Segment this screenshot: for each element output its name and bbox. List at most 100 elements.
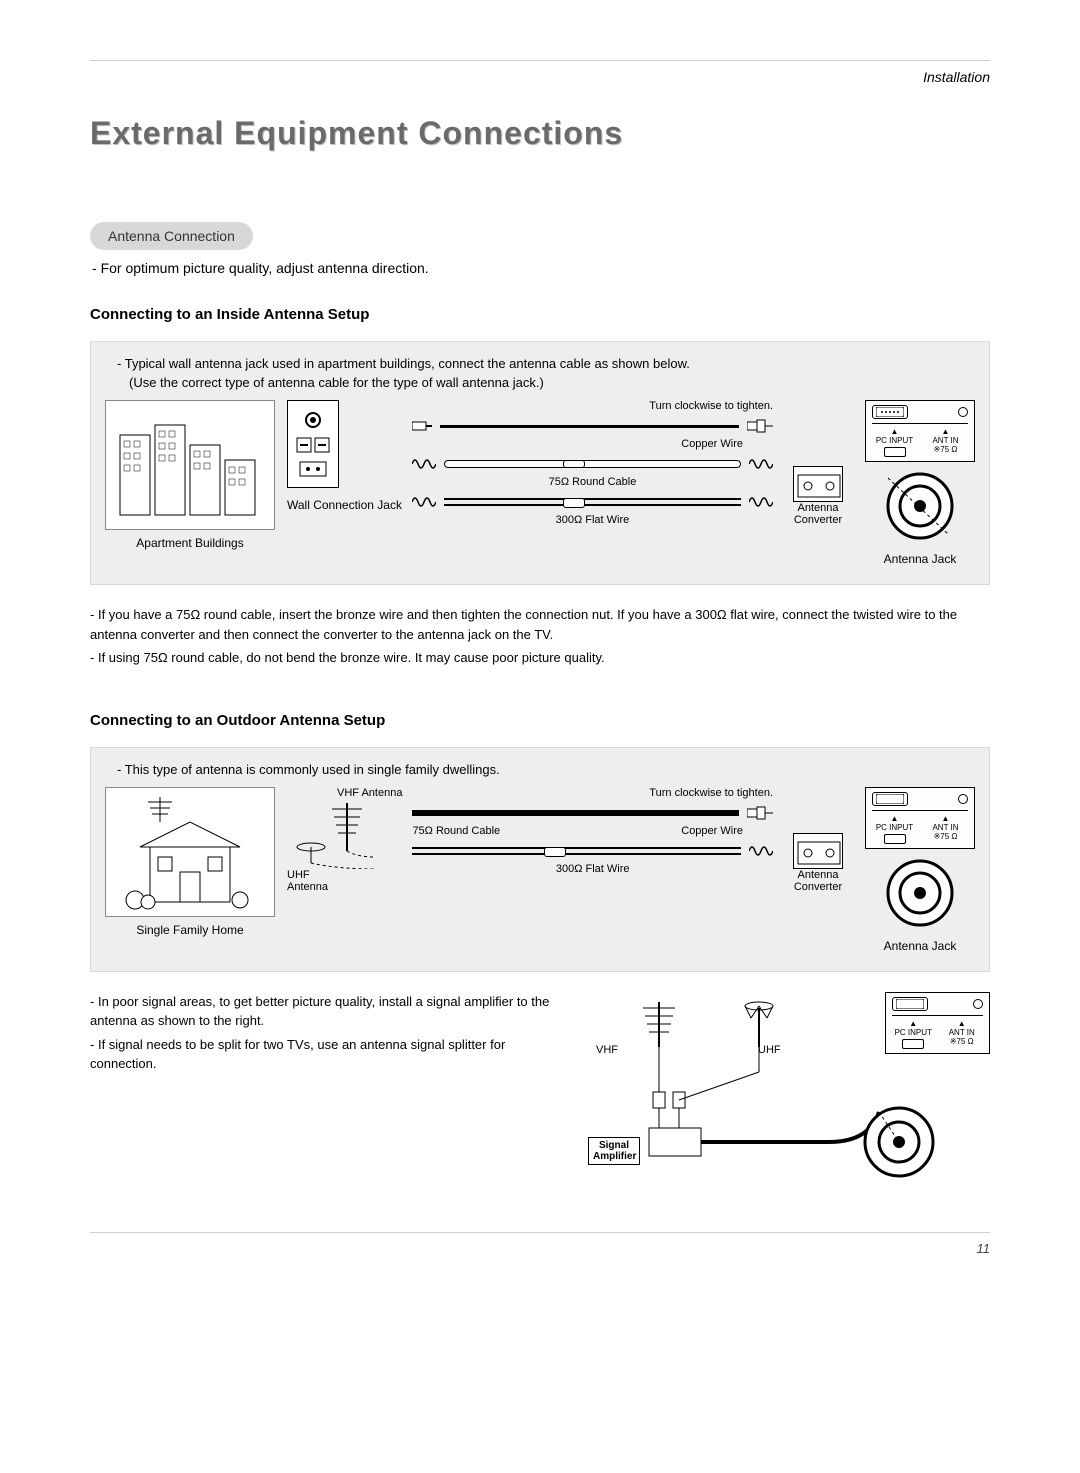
converter-illustration xyxy=(793,466,843,502)
cable-300 xyxy=(412,494,773,510)
coax-jack-icon xyxy=(298,411,328,429)
cables-stack: Turn clockwise to tighten. Copper Wire xyxy=(412,400,773,526)
spring3-right-icon xyxy=(749,843,773,859)
vga-icon-2 xyxy=(872,792,908,806)
ohm-label-3: ※75 Ω xyxy=(941,1037,984,1046)
section-badge: Antenna Connection xyxy=(90,222,253,250)
jack-panel-1: ▲ PC INPUT ▲ ANT IN ※75 Ω xyxy=(865,400,975,462)
house-caption: Single Family Home xyxy=(105,923,275,937)
triangle-icon-6: ▲ xyxy=(941,1019,984,1028)
amp-right: VHF UHF Signal Amplifier ▲ PC INPUT ▲ xyxy=(588,992,990,1192)
cable-top xyxy=(412,418,773,434)
ant-in-label-2: ANT IN xyxy=(923,823,968,832)
inside-note1: Typical wall antenna jack used in apartm… xyxy=(117,356,975,371)
pc-input-label-3: PC INPUT xyxy=(892,1028,935,1037)
screw-icon-2 xyxy=(958,794,968,804)
triangle-up2-icon: ▲ xyxy=(923,427,968,436)
cable-75-line xyxy=(444,460,741,468)
apartments-svg xyxy=(110,405,270,525)
outdoor-mid: VHF Antenna xyxy=(287,787,853,893)
amp-left: In poor signal areas, to get better pict… xyxy=(90,992,558,1078)
wall-jack-illustration xyxy=(287,400,339,488)
coax-detail-icon xyxy=(880,466,960,546)
cable-300-lug xyxy=(563,498,585,508)
inside-diagram: Apartment Buildings Wall Connection Jack xyxy=(105,400,975,566)
inside-after2: If using 75Ω round cable, do not bend th… xyxy=(90,648,990,668)
cable-top-line xyxy=(440,425,739,428)
inside-after1: If you have a 75Ω round cable, insert th… xyxy=(90,605,990,644)
label-300: 300Ω Flat Wire xyxy=(412,514,773,526)
inside-right: ▲ PC INPUT ▲ ANT IN ※75 Ω xyxy=(865,400,975,566)
antenna-jack-caption-2: Antenna Jack xyxy=(865,939,975,953)
apartments-caption: Apartment Buildings xyxy=(105,536,275,550)
inside-graybox: Typical wall antenna jack used in apartm… xyxy=(90,341,990,585)
cable-75 xyxy=(412,456,773,472)
outdoor-note1: This type of antenna is commonly used in… xyxy=(117,762,975,777)
outdoor-graybox: This type of antenna is commonly used in… xyxy=(90,747,990,972)
copper-label-2: Copper Wire xyxy=(681,825,743,837)
header-rule xyxy=(90,60,990,61)
outdoor-cable-top xyxy=(412,805,773,821)
ant-in-label-3: ANT IN xyxy=(941,1028,984,1037)
terminal-jack-icon xyxy=(299,461,327,477)
spring2-left-icon xyxy=(412,494,436,510)
label-300-o: 300Ω Flat Wire xyxy=(412,863,773,875)
spring2-right-icon xyxy=(749,494,773,510)
copper-label: Copper Wire xyxy=(412,438,743,450)
triangle-up-icon: ▲ xyxy=(872,427,917,436)
vga-icon-3 xyxy=(892,997,928,1011)
amp-after2: If signal needs to be split for two TVs,… xyxy=(90,1035,558,1074)
uhf-label: UHF xyxy=(758,1044,781,1056)
house-illustration xyxy=(105,787,275,917)
page-number: 11 xyxy=(90,1241,990,1256)
house-block: Single Family Home xyxy=(105,787,275,937)
converter-caption-2: Antenna Converter xyxy=(783,869,853,893)
jack-panel-2: ▲ PC INPUT ▲ ANT IN ※75 Ω xyxy=(865,787,975,849)
converter-caption: Antenna Converter xyxy=(783,502,853,526)
outdoor-cable-300 xyxy=(412,843,773,859)
inside-heading: Connecting to an Inside Antenna Setup xyxy=(90,306,990,323)
inside-mid: Wall Connection Jack Turn clockwise to t… xyxy=(287,400,853,526)
outdoor-right: ▲ PC INPUT ▲ ANT IN ※75 Ω xyxy=(865,787,975,953)
vhf-ant-label: VHF Antenna xyxy=(337,787,402,799)
sig-amp-label: Signal Amplifier xyxy=(588,1137,640,1165)
converter-wrap: Antenna Converter xyxy=(783,466,853,526)
connector-right2-icon xyxy=(747,805,773,821)
plug-icon-3 xyxy=(902,1039,924,1049)
wall-caption: Wall Connection Jack xyxy=(287,498,402,512)
plug-icon xyxy=(884,447,906,457)
converter-wrap-2: Antenna Converter xyxy=(783,833,853,893)
dual-jack-icon xyxy=(296,437,330,453)
tighten-label: Turn clockwise to tighten. xyxy=(412,400,773,412)
apartments-block: Apartment Buildings xyxy=(105,400,275,550)
outdoor-cable-300-line xyxy=(412,847,741,855)
vhf-label: VHF xyxy=(596,1044,618,1056)
inside-after-text: If you have a 75Ω round cable, insert th… xyxy=(90,605,990,668)
plug-left-icon xyxy=(412,419,432,433)
triangle-icon-5: ▲ xyxy=(892,1019,935,1028)
label-75: 75Ω Round Cable xyxy=(412,476,773,488)
tighten-label-2: Turn clockwise to tighten. xyxy=(412,787,773,799)
plug-icon-2 xyxy=(884,834,906,844)
apartments-illustration xyxy=(105,400,275,530)
ohm-label: ※75 Ω xyxy=(923,445,968,454)
inside-note2: (Use the correct type of antenna cable f… xyxy=(129,375,975,390)
page-root: Installation External Equipment Connecti… xyxy=(0,0,1080,1296)
antennas-wrap: VHF Antenna xyxy=(287,787,402,893)
label-75-o: 75Ω Round Cable xyxy=(412,825,500,837)
triangle-icon-3: ▲ xyxy=(872,814,917,823)
converter-svg xyxy=(794,467,844,503)
connector-right-icon xyxy=(747,418,773,434)
ohm-label-2: ※75 Ω xyxy=(923,832,968,841)
outdoor-cable-300-lug xyxy=(544,847,566,857)
spring-right-icon xyxy=(749,456,773,472)
coax-detail-icon-2 xyxy=(880,853,960,933)
triangle-icon-4: ▲ xyxy=(923,814,968,823)
footer-rule xyxy=(90,1232,990,1233)
outdoor-heading: Connecting to an Outdoor Antenna Setup xyxy=(90,712,990,729)
pc-input-label-2: PC INPUT xyxy=(872,823,917,832)
amplifier-section: In poor signal areas, to get better pict… xyxy=(90,992,990,1192)
spring-left-icon xyxy=(412,456,436,472)
amp-after1: In poor signal areas, to get better pict… xyxy=(90,992,558,1031)
screw-icon-3 xyxy=(973,999,983,1009)
